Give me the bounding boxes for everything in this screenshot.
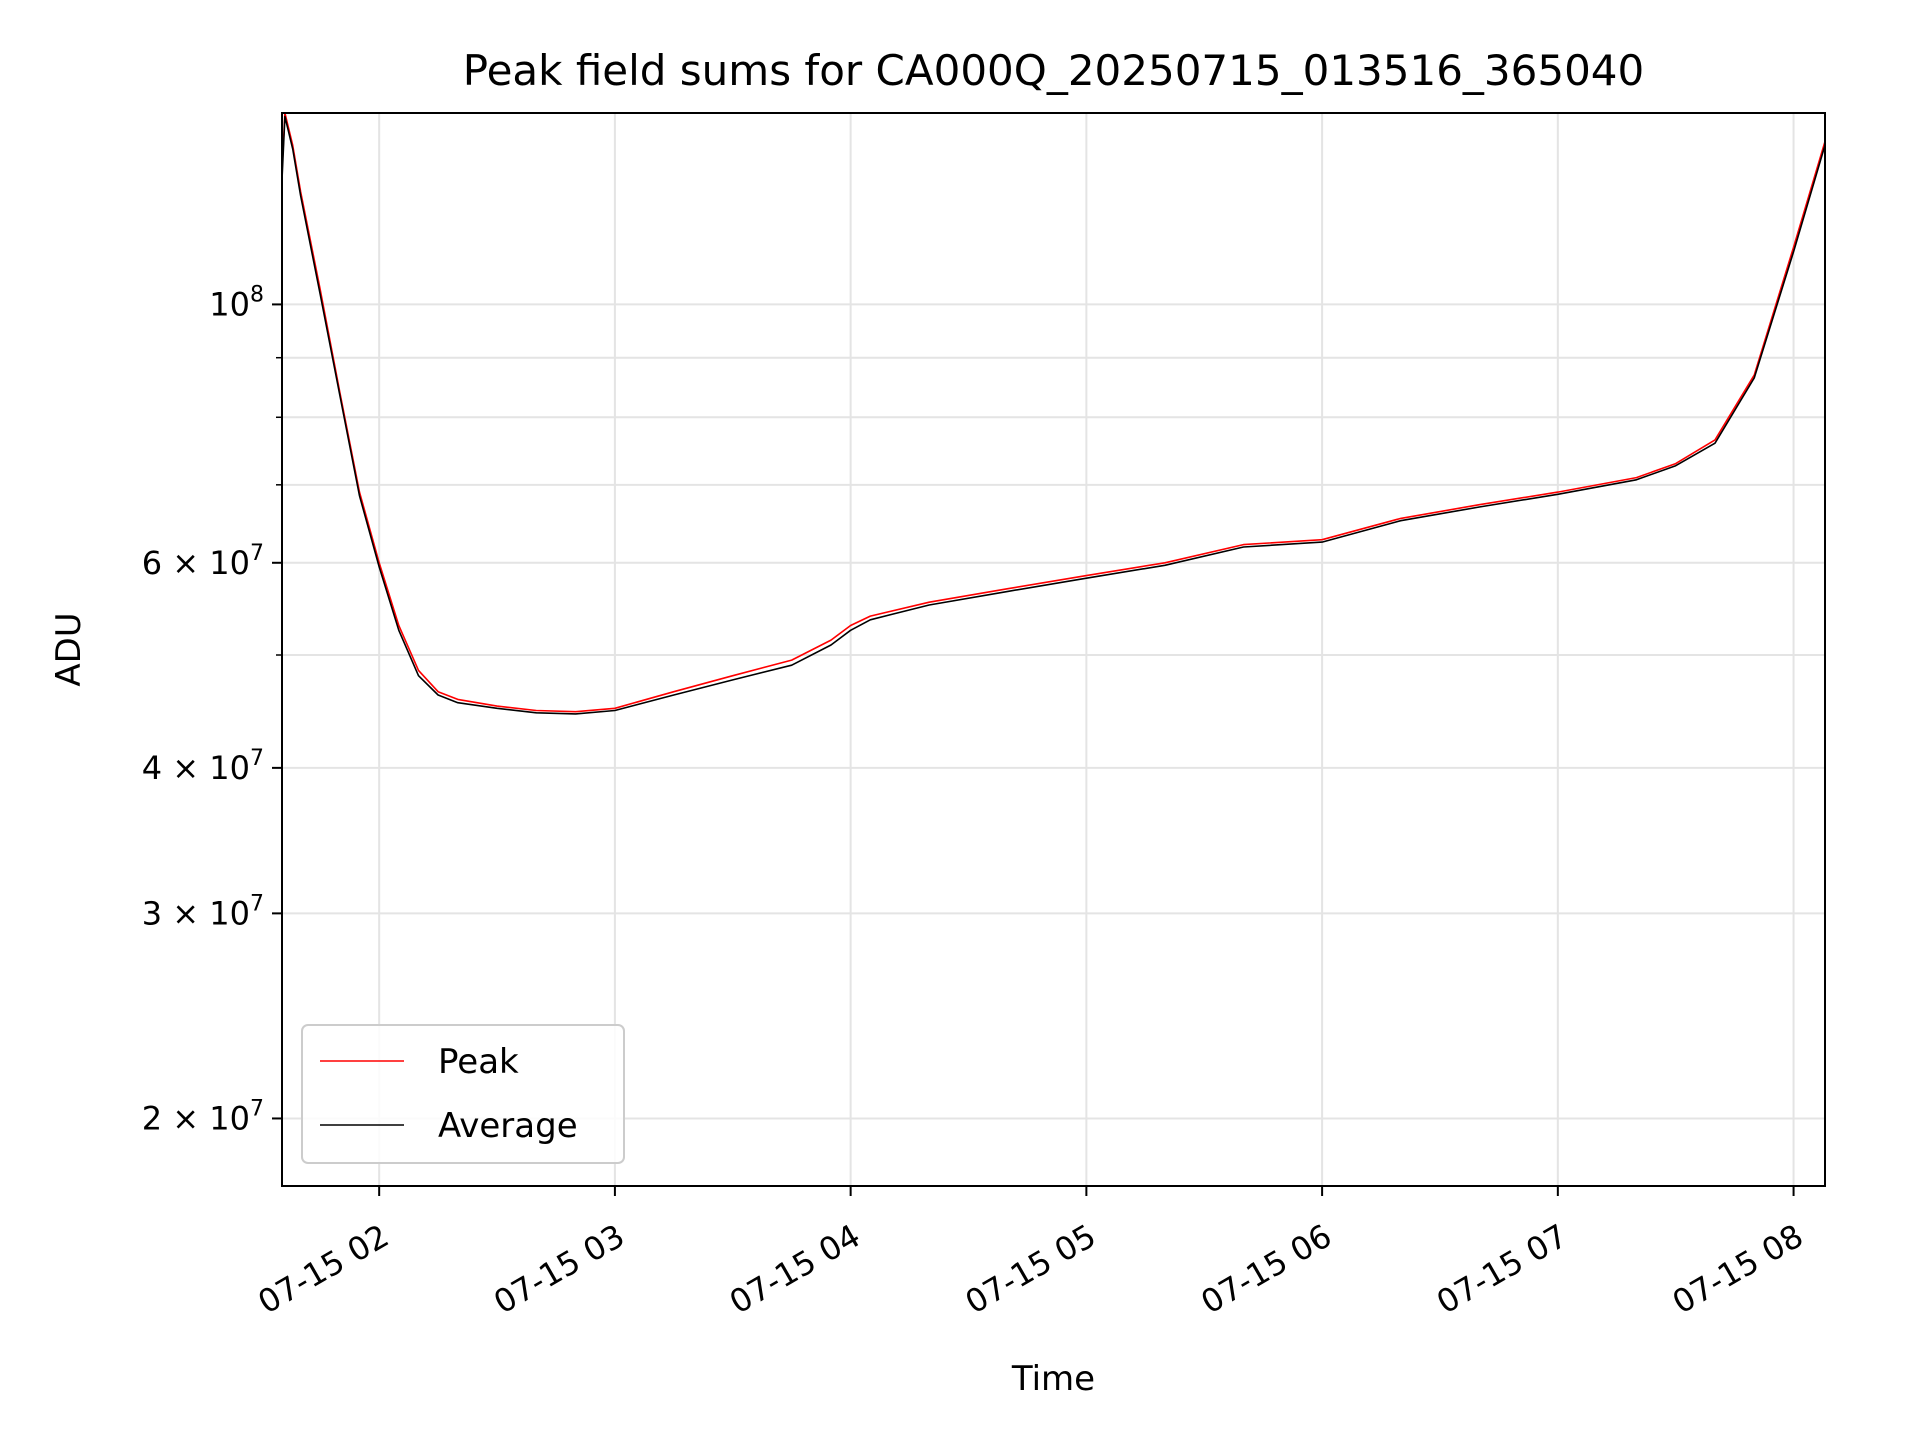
- plot-frame: [281, 112, 1826, 1187]
- legend-label-average: Average: [438, 1106, 578, 1146]
- y-tick-label: 2 × 107: [142, 1096, 264, 1137]
- y-tick-label: 3 × 107: [142, 891, 264, 932]
- y-tick-label: 6 × 107: [142, 541, 264, 582]
- series-layer: [281, 112, 1826, 715]
- legend-box: [301, 1024, 625, 1164]
- series-line-average: [281, 115, 1826, 715]
- legend-label-peak: Peak: [438, 1042, 519, 1082]
- y-tick-label: 108: [209, 282, 264, 323]
- chart-title: Peak field sums for CA000Q_20250715_0135…: [463, 46, 1645, 95]
- y-axis-title: ADU: [49, 612, 89, 686]
- legend: Peak Average: [301, 1024, 625, 1164]
- y-tick-label: 4 × 107: [142, 746, 264, 787]
- x-axis-title: Time: [1011, 1359, 1095, 1399]
